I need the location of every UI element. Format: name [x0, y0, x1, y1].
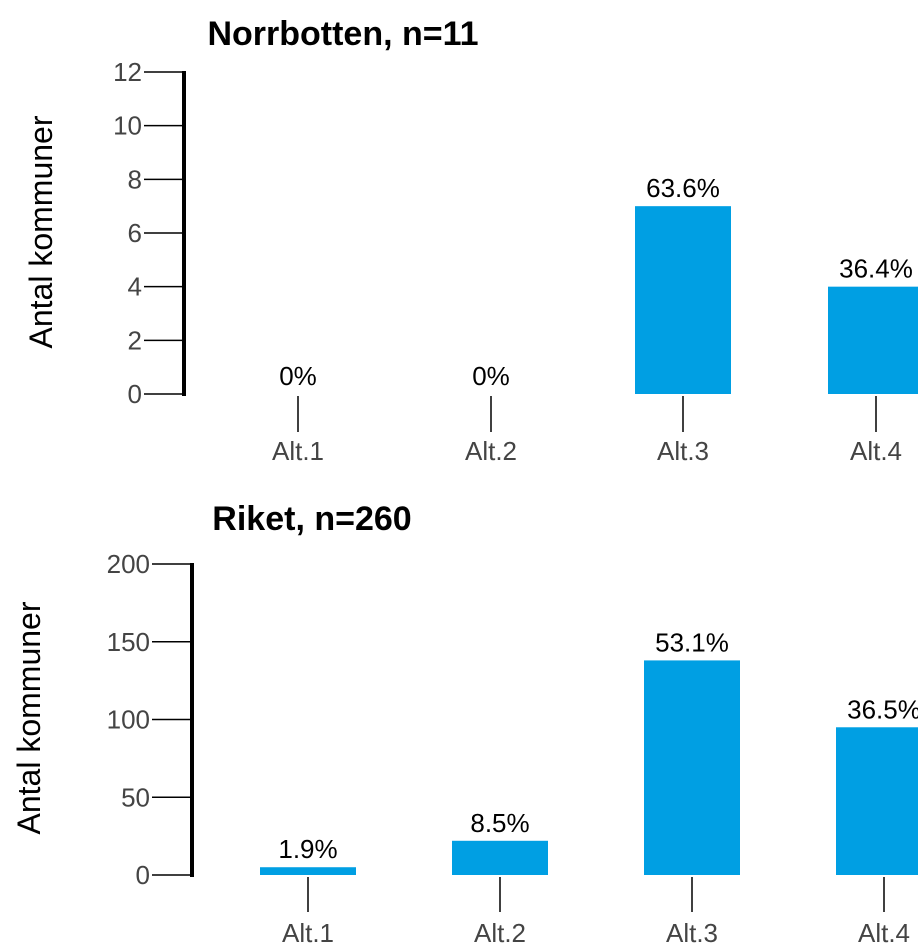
y-axis-label: Antal kommuner	[11, 601, 47, 834]
x-tick-label: Alt.4	[850, 436, 902, 466]
x-tick-label: Alt.4	[858, 918, 910, 947]
y-tick-label: 50	[121, 782, 150, 812]
y-tick-label: 8	[128, 164, 142, 194]
y-tick-label: 12	[113, 57, 142, 87]
bar-value-label: 8.5%	[470, 808, 529, 838]
y-tick-label: 6	[128, 218, 142, 248]
x-tick-label: Alt.3	[666, 918, 718, 947]
bar-value-label: 0%	[279, 361, 317, 391]
y-tick-label: 100	[107, 705, 150, 735]
bar-value-label: 53.1%	[655, 627, 729, 657]
bar	[836, 727, 918, 875]
chart-title: Norrbotten, n=11	[207, 15, 478, 53]
chart-panel-norrbotten: Norrbotten, n=11 Antal kommuner 0 2 4 6 8 10 1…	[23, 15, 918, 466]
chart-title: Riket, n=260	[212, 500, 411, 538]
bar-value-label: 63.6%	[646, 173, 720, 203]
chart-panel-riket: Riket, n=260 Antal kommuner 0 50 100 150 200…	[11, 500, 918, 947]
x-ticks: Alt.1 Alt.2 Alt.3 Alt.4	[272, 396, 902, 466]
y-axis-label: Antal kommuner	[23, 115, 59, 348]
bar-value-label: 36.4%	[839, 254, 913, 284]
y-tick-label: 200	[107, 549, 150, 579]
bar	[452, 840, 548, 875]
y-tick-label: 0	[136, 860, 150, 890]
bar	[635, 206, 731, 394]
y-tick-label: 4	[128, 272, 142, 302]
bar-value-label: 0%	[472, 361, 510, 391]
x-tick-label: Alt.2	[474, 918, 526, 947]
y-tick-label: 10	[113, 111, 142, 141]
x-ticks: Alt.1 Alt.2 Alt.3 Alt.4	[282, 877, 910, 947]
bar-value-label: 36.5%	[847, 694, 918, 724]
x-tick-label: Alt.1	[282, 918, 334, 947]
x-tick-label: Alt.1	[272, 436, 324, 466]
bar	[260, 867, 356, 875]
x-tick-label: Alt.3	[657, 436, 709, 466]
bar	[644, 660, 740, 875]
y-ticks: 0 2 4 6 8 10 12	[113, 57, 184, 409]
y-tick-label: 150	[107, 627, 150, 657]
y-tick-label: 0	[128, 379, 142, 409]
y-tick-label: 2	[128, 325, 142, 355]
bars: 0% 0% 63.6% 36.4%	[279, 173, 918, 394]
bar-value-label: 1.9%	[278, 834, 337, 864]
bar	[828, 286, 918, 394]
bars: 1.9% 8.5% 53.1% 36.5%	[260, 627, 918, 875]
y-ticks: 0 50 100 150 200	[107, 549, 192, 890]
x-tick-label: Alt.2	[465, 436, 517, 466]
